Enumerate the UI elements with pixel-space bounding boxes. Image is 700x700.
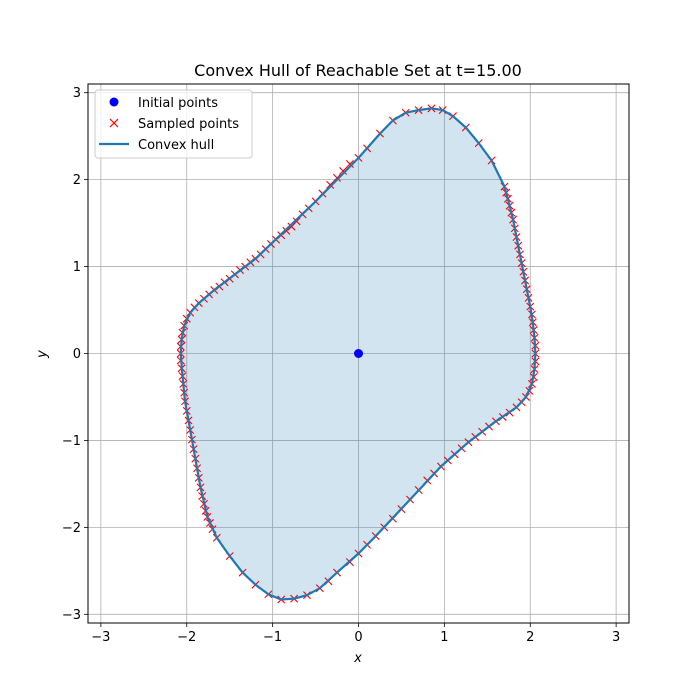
sampled-point (339, 166, 348, 175)
x-tick-label: 1 (440, 630, 448, 645)
sampled-point (326, 180, 335, 189)
legend-sampled-marker (109, 118, 119, 128)
x-tick-label: −3 (91, 630, 110, 645)
y-tick-label: −3 (62, 608, 81, 623)
legend-hull-label: Convex hull (138, 138, 214, 153)
sampled-point (282, 226, 291, 235)
y-tick-label: 1 (73, 260, 81, 275)
x-tick-label: 2 (526, 630, 534, 645)
legend-box (94, 89, 253, 159)
y-tick-label: −1 (62, 434, 81, 449)
initial-point (354, 349, 363, 358)
y-axis-label: y (35, 350, 50, 359)
x-axis-ticks: −3 −2 −1 0 1 2 3 (91, 623, 620, 645)
sampled-point (333, 173, 342, 182)
sampled-point (287, 222, 296, 231)
x-axis-label: x (353, 651, 362, 666)
legend-initial-label: Initial points (138, 96, 218, 111)
legend: Initial points Sampled points Convex hul… (94, 89, 253, 159)
y-tick-label: 3 (73, 86, 81, 101)
x-tick-label: 3 (612, 630, 620, 645)
x-tick-label: −2 (177, 630, 196, 645)
legend-initial-marker (109, 97, 119, 107)
y-axis-ticks: −3 −2 −1 0 1 2 3 (62, 86, 88, 623)
x-tick-label: −1 (263, 630, 282, 645)
convex-hull-line (179, 107, 537, 601)
y-tick-label: 0 (73, 347, 81, 362)
sampled-point (345, 159, 354, 168)
y-tick-label: −2 (62, 521, 81, 536)
x-tick-label: 0 (354, 630, 362, 645)
legend-sampled-label: Sampled points (138, 117, 239, 132)
y-tick-label: 2 (73, 173, 81, 188)
chart-title: Convex Hull of Reachable Set at t=15.00 (194, 61, 522, 80)
